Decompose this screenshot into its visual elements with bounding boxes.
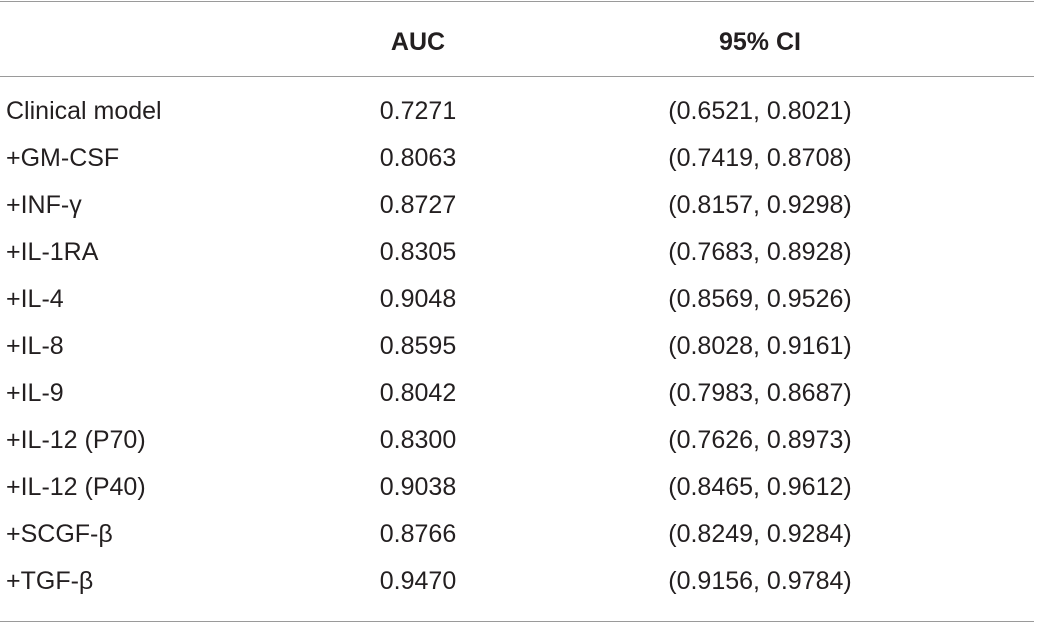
cell-ci: (0.8157, 0.9298) xyxy=(668,191,852,219)
cell-ci: (0.8465, 0.9612) xyxy=(668,473,852,501)
table-row: Clinical model 0.7271 (0.6521, 0.8021) xyxy=(0,90,1034,137)
table-row: +IL-9 0.8042 (0.7983, 0.8687) xyxy=(0,372,1034,419)
cell-ci: (0.6521, 0.8021) xyxy=(668,97,852,125)
cell-model: +SCGF-β xyxy=(6,520,113,548)
table-body: Clinical model 0.7271 (0.6521, 0.8021) +… xyxy=(0,90,1034,607)
cell-model: +TGF-β xyxy=(6,567,94,595)
cell-model: +IL-4 xyxy=(6,285,64,313)
cell-auc: 0.8727 xyxy=(379,191,457,219)
cell-auc: 0.8300 xyxy=(379,426,457,454)
cell-auc: 0.8042 xyxy=(379,379,457,407)
table-row: +SCGF-β 0.8766 (0.8249, 0.9284) xyxy=(0,513,1034,560)
table-row: +IL-12 (P40) 0.9038 (0.8465, 0.9612) xyxy=(0,466,1034,513)
table-row: +IL-8 0.8595 (0.8028, 0.9161) xyxy=(0,325,1034,372)
cell-ci: (0.9156, 0.9784) xyxy=(668,567,852,595)
cell-model: +IL-12 (P70) xyxy=(6,426,146,454)
cell-auc: 0.9470 xyxy=(379,567,457,595)
cell-model: +IL-9 xyxy=(6,379,64,407)
cell-ci: (0.7983, 0.8687) xyxy=(668,379,852,407)
cell-model: +IL-1RA xyxy=(6,238,99,266)
table-row: +GM-CSF 0.8063 (0.7419, 0.8708) xyxy=(0,137,1034,184)
cell-auc: 0.8063 xyxy=(379,144,457,172)
cell-auc: 0.9038 xyxy=(379,473,457,501)
cell-auc: 0.8305 xyxy=(379,238,457,266)
cell-ci: (0.7626, 0.8973) xyxy=(668,426,852,454)
table-row: +IL-1RA 0.8305 (0.7683, 0.8928) xyxy=(0,231,1034,278)
header-auc: AUC xyxy=(390,28,446,56)
cell-model: +GM-CSF xyxy=(6,144,120,172)
table-top-rule xyxy=(0,1,1034,2)
table-row: +TGF-β 0.9470 (0.9156, 0.9784) xyxy=(0,560,1034,607)
cell-ci: (0.8249, 0.9284) xyxy=(668,520,852,548)
cell-auc: 0.8595 xyxy=(379,332,457,360)
cell-ci: (0.8569, 0.9526) xyxy=(668,285,852,313)
cell-model: +IL-8 xyxy=(6,332,64,360)
table-bottom-rule xyxy=(0,621,1034,622)
table-row: +IL-4 0.9048 (0.8569, 0.9526) xyxy=(0,278,1034,325)
table-row: +INF-γ 0.8727 (0.8157, 0.9298) xyxy=(0,184,1034,231)
cell-model: +IL-12 (P40) xyxy=(6,473,146,501)
header-ci: 95% CI xyxy=(719,28,801,56)
cell-ci: (0.7419, 0.8708) xyxy=(668,144,852,172)
cell-model: Clinical model xyxy=(6,97,162,125)
table-header-rule xyxy=(0,76,1034,77)
cell-auc: 0.9048 xyxy=(379,285,457,313)
cell-auc: 0.7271 xyxy=(379,97,457,125)
table-header-row: AUC 95% CI xyxy=(0,22,1034,62)
cell-ci: (0.7683, 0.8928) xyxy=(668,238,852,266)
table-row: +IL-12 (P70) 0.8300 (0.7626, 0.8973) xyxy=(0,419,1034,466)
cell-ci: (0.8028, 0.9161) xyxy=(668,332,852,360)
cell-auc: 0.8766 xyxy=(379,520,457,548)
cell-model: +INF-γ xyxy=(6,191,82,219)
